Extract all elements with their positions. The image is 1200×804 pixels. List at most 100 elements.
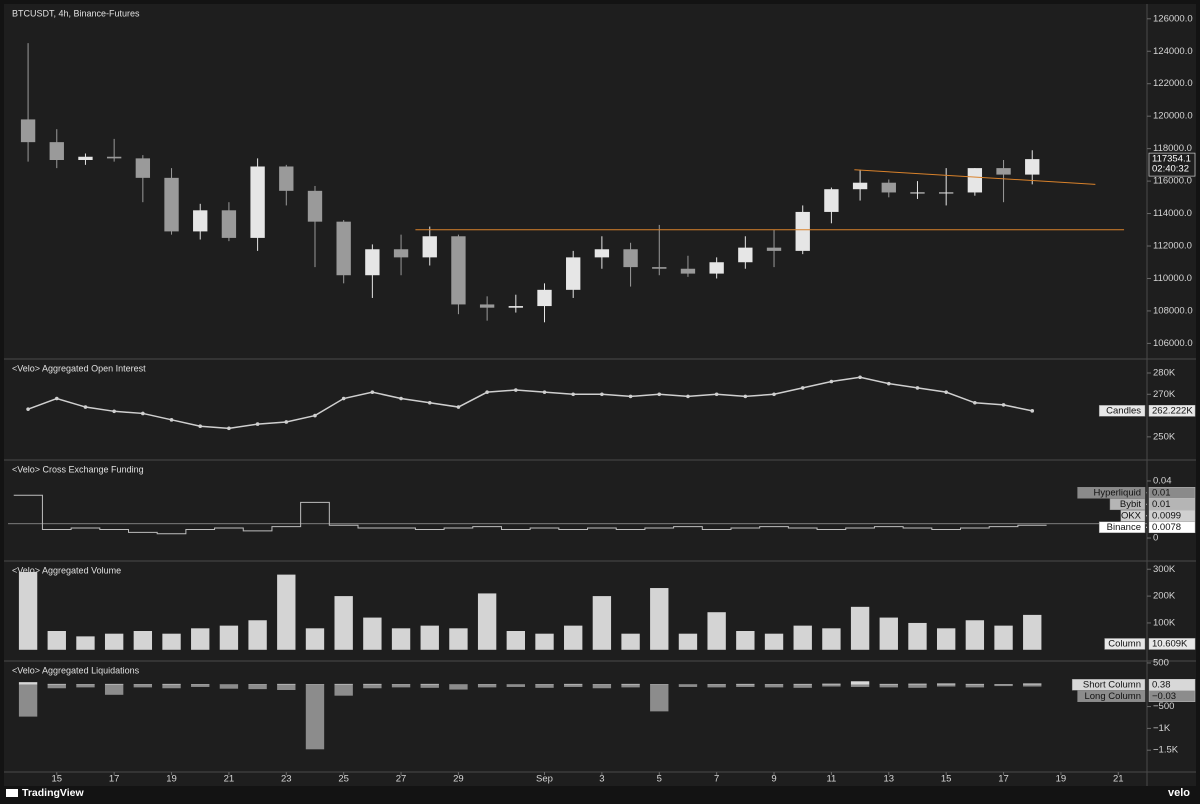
y-tick-label: 250K (1153, 431, 1176, 442)
bar (621, 684, 640, 688)
oi-point (973, 400, 977, 405)
tag-value: 0.01 (1152, 499, 1171, 510)
x-tick-label: 25 (338, 774, 349, 785)
y-tick-label: 118000.0 (1153, 143, 1192, 154)
oi-point (26, 407, 30, 411)
candle-body (279, 166, 294, 191)
bar (248, 684, 267, 685)
oi-point (628, 394, 633, 399)
oi-point (54, 396, 59, 401)
bar (477, 684, 497, 685)
oi-point (198, 424, 203, 429)
bar (334, 683, 353, 685)
price-tag-countdown: 02:40:32 (1152, 164, 1189, 175)
y-tick-label: −500 (1153, 701, 1174, 712)
candle-body (164, 177, 179, 232)
oi-point (514, 388, 518, 392)
tag-value: 0.0078 (1152, 522, 1181, 533)
oi-point (1030, 409, 1035, 413)
candle-body (20, 119, 36, 143)
oi-point (829, 379, 834, 384)
y-tick-label: 120000.0 (1153, 111, 1193, 122)
candle-body (78, 156, 93, 160)
bar (736, 684, 755, 687)
bar (420, 625, 439, 650)
x-tick-label: 19 (1056, 774, 1067, 785)
bar (162, 633, 181, 650)
bar (879, 617, 898, 650)
y-tick-label: 110000.0 (1153, 273, 1192, 284)
bar (793, 684, 812, 688)
bar (47, 684, 66, 689)
y-tick-label: 122000.0 (1153, 78, 1193, 89)
bar (18, 684, 38, 717)
bar (764, 684, 784, 688)
candle-body (135, 158, 151, 178)
tag-name-box (1077, 690, 1146, 703)
x-tick-label: Sep (536, 774, 553, 785)
bar (305, 684, 325, 750)
bar (191, 628, 210, 650)
bar (965, 683, 985, 685)
bar (564, 625, 583, 650)
bar (822, 628, 841, 650)
bar (104, 683, 124, 685)
pane-title: <Velo> Aggregated Open Interest (12, 363, 146, 373)
bar (391, 628, 411, 650)
bar (936, 683, 956, 685)
bar (104, 684, 124, 695)
oi-point (485, 390, 489, 394)
pane-title: <Velo> Cross Exchange Funding (12, 464, 144, 474)
y-tick-label: 114000.0 (1153, 208, 1192, 219)
tag-marker (1146, 526, 1147, 528)
bar (764, 633, 784, 650)
bar (449, 684, 468, 690)
bar (363, 684, 382, 689)
bar (793, 683, 812, 685)
candle-body (336, 221, 351, 276)
bar (506, 631, 525, 650)
y-tick-label: −1K (1153, 723, 1171, 734)
candle-body (795, 211, 810, 251)
bar (707, 612, 726, 650)
tag-marker (1146, 503, 1147, 505)
tag-marker (1146, 515, 1147, 517)
tag-value-box (1148, 510, 1196, 522)
oi-point (341, 396, 346, 401)
candle-body (910, 192, 925, 194)
y-tick-label: 116000.0 (1153, 176, 1192, 187)
bar (908, 684, 927, 688)
bar (248, 684, 267, 690)
y-tick-label: 280K (1153, 368, 1176, 379)
tag-name-box (1077, 487, 1146, 499)
tag-value-box (1148, 679, 1196, 691)
bar (736, 683, 755, 685)
tag-name: Short Column (1083, 679, 1141, 690)
tag-value: 0.0099 (1152, 510, 1181, 521)
y-tick-label: 126000.0 (1153, 13, 1193, 24)
candle-body (852, 182, 868, 190)
bar (334, 684, 353, 696)
y-tick-label: 106000.0 (1153, 338, 1193, 349)
candle-body (967, 168, 983, 193)
bar (592, 684, 612, 685)
bar (363, 617, 382, 650)
tag-name: Bybit (1120, 499, 1141, 510)
oi-point (1001, 403, 1006, 407)
x-tick-label: 17 (109, 774, 120, 785)
tag-value-box (1148, 405, 1196, 417)
bar (277, 684, 296, 691)
brand: TradingView (22, 787, 84, 799)
x-tick-label: 15 (51, 774, 62, 785)
bar (564, 683, 583, 685)
bar (1023, 683, 1042, 685)
bar (133, 684, 153, 685)
x-tick-label: 29 (453, 774, 464, 785)
tag-value: −0.03 (1152, 691, 1176, 702)
bar (736, 631, 755, 650)
bar (650, 588, 669, 650)
bar (707, 684, 726, 685)
tag-name: Long Column (1084, 691, 1141, 702)
candle-body (738, 247, 753, 263)
